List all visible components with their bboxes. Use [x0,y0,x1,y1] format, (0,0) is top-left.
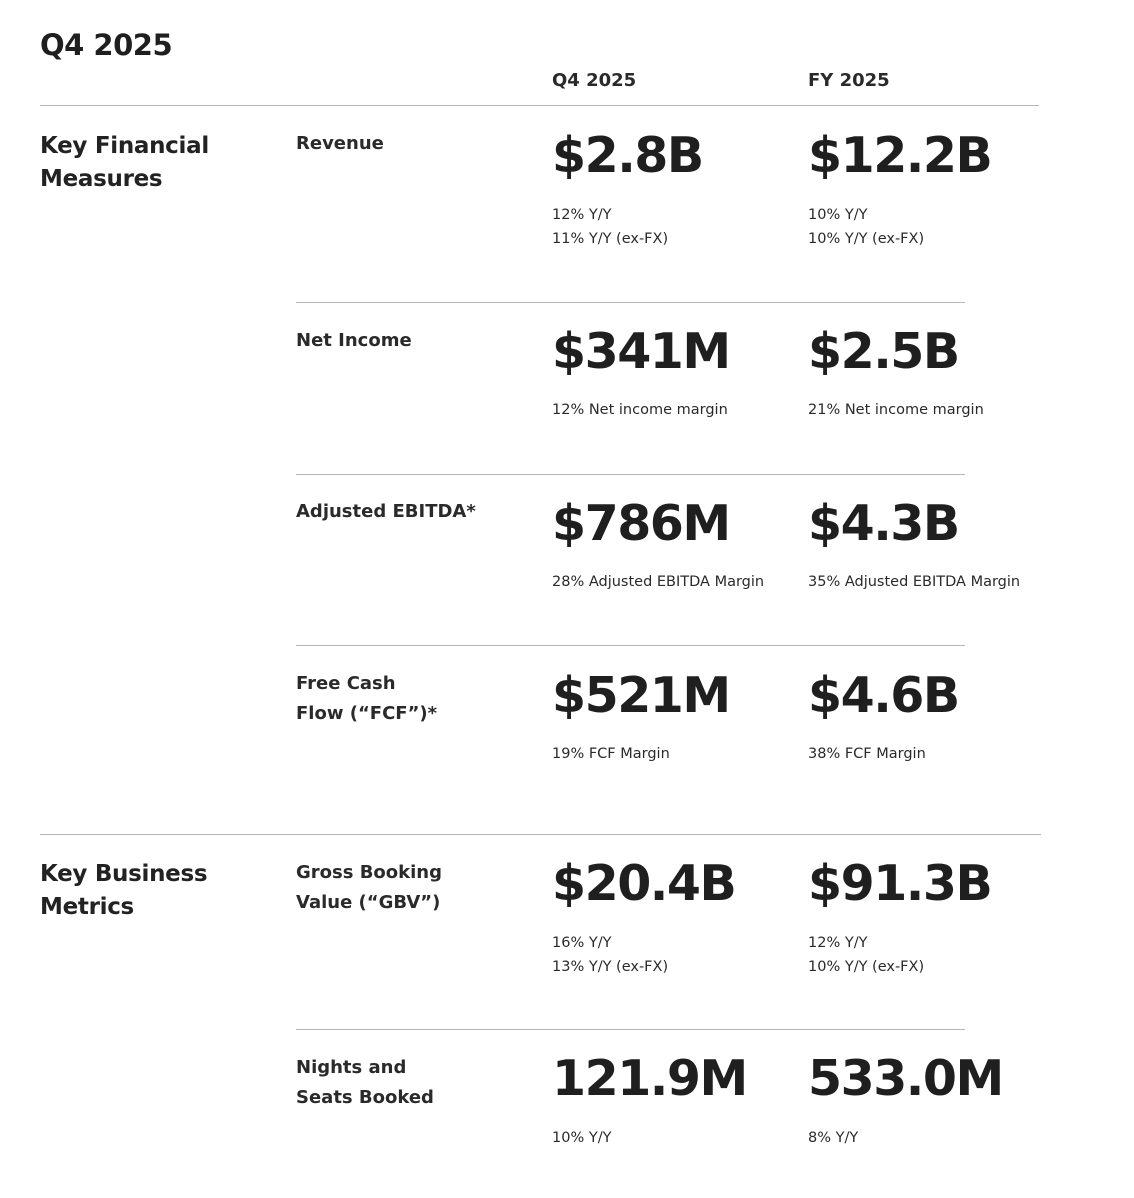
metric-label-nights-seats-booked: Nights and Seats Booked [296,1057,434,1108]
metric-label-free-cash-flow: Free Cash Flow (“FCF”)* [296,673,438,724]
fcf-fy-value: $4.6B [808,667,960,724]
ebitda-fy-margin: 35% Adjusted EBITDA Margin [808,574,1021,590]
fcf-q4-margin: 19% FCF Margin [552,746,670,762]
section-divider [40,834,1041,835]
fcf-fy-margin: 38% FCF Margin [808,746,926,762]
header-divider [40,105,1039,106]
revenue-fy-growth: 10% Y/Y 10% Y/Y (ex-FX) [808,207,925,247]
column-header-fy: FY 2025 [808,70,890,91]
gbv-q4-growth: 16% Y/Y 13% Y/Y (ex-FX) [552,935,669,975]
section-label-financial: Key Financial Measures [40,133,209,192]
revenue-fy-value: $12.2B [808,127,993,184]
gbv-q4-value: $20.4B [552,855,737,912]
net-income-q4-margin: 12% Net income margin [552,402,728,418]
ebitda-q4-value: $786M [552,495,731,552]
row-divider [296,474,965,475]
section-label-business: Key Business Metrics [40,861,208,920]
nights-fy-value: 533.0M [808,1050,1004,1107]
row-divider [296,645,965,646]
row-divider [296,302,965,303]
page-title: Q4 2025 [40,28,173,62]
ebitda-q4-margin: 28% Adjusted EBITDA Margin [552,574,765,590]
metric-label-revenue: Revenue [296,133,384,154]
net-income-fy-margin: 21% Net income margin [808,402,984,418]
ebitda-fy-value: $4.3B [808,495,960,552]
revenue-q4-value: $2.8B [552,127,704,184]
revenue-q4-growth: 12% Y/Y 11% Y/Y (ex-FX) [552,207,669,247]
fcf-q4-value: $521M [552,667,731,724]
net-income-fy-value: $2.5B [808,323,960,380]
metric-label-adjusted-ebitda: Adjusted EBITDA* [296,501,476,522]
gbv-fy-value: $91.3B [808,855,993,912]
metric-label-net-income: Net Income [296,330,412,351]
nights-q4-value: 121.9M [552,1050,748,1107]
row-divider [296,1029,965,1030]
nights-q4-growth: 10% Y/Y [552,1130,612,1146]
nights-fy-growth: 8% Y/Y [808,1130,859,1146]
gbv-fy-growth: 12% Y/Y 10% Y/Y (ex-FX) [808,935,925,975]
metric-label-gross-booking-value: Gross Booking Value (“GBV”) [296,862,443,913]
net-income-q4-value: $341M [552,323,731,380]
column-header-q4: Q4 2025 [552,70,637,91]
